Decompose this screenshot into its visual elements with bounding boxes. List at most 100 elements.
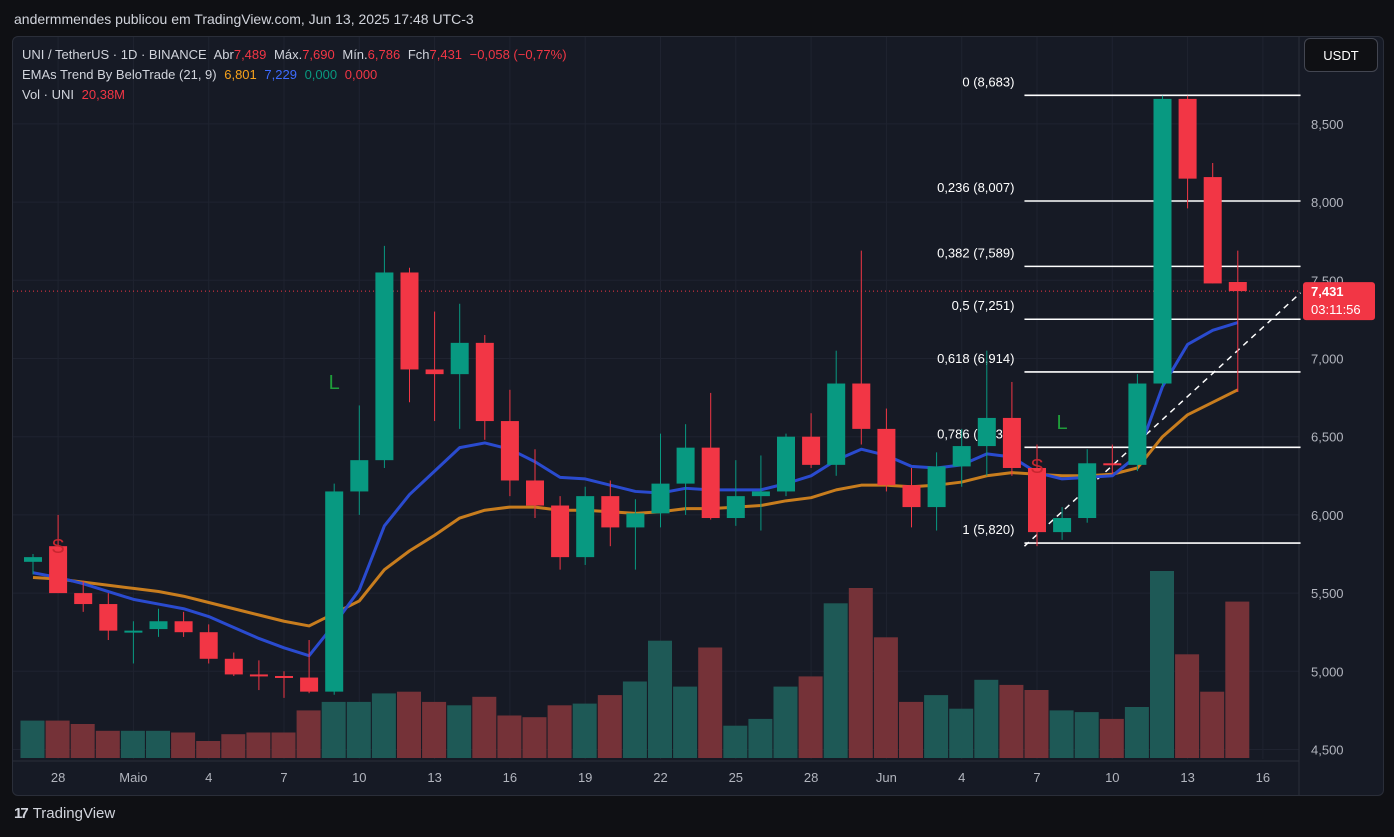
candle-body xyxy=(576,496,595,558)
volume-bar xyxy=(422,701,447,758)
legend-ema-row: EMAs Trend By BeloTrade (21, 9) 6,801 7,… xyxy=(22,65,571,85)
chart-legend: UNI / TetherUS · 1D · BINANCE Abr7,489 M… xyxy=(22,45,571,105)
candle-body xyxy=(1028,467,1046,533)
x-tick-label: 4 xyxy=(958,770,965,785)
legend-ema-fast: 7,229 xyxy=(264,67,297,82)
volume-bar xyxy=(397,691,421,758)
volume-bar xyxy=(271,732,296,758)
volume-bar xyxy=(1175,654,1200,758)
legend-open-label: Abr xyxy=(213,47,234,62)
volume-bar xyxy=(70,724,95,758)
last-price-tag xyxy=(1303,282,1375,321)
y-tick-label: 8,000 xyxy=(1311,195,1344,210)
fib-level-label: 0,236 (8,007) xyxy=(937,180,1014,195)
fib-level-label: 0,786 (6,432) xyxy=(937,426,1014,441)
candle-body xyxy=(400,272,419,370)
candle-body xyxy=(350,460,369,492)
volume-bar xyxy=(1024,690,1049,758)
volume-bar xyxy=(723,725,748,758)
candle-body xyxy=(275,675,293,678)
x-tick-label: 28 xyxy=(51,770,65,785)
candle-body xyxy=(300,677,319,692)
x-tick-label: 13 xyxy=(1180,770,1194,785)
candle-body xyxy=(827,383,846,465)
x-tick-label: 16 xyxy=(1256,770,1270,785)
volume-bar xyxy=(447,705,472,758)
volume-bar xyxy=(95,730,120,758)
volume-bar xyxy=(371,693,396,758)
volume-bar xyxy=(321,701,346,758)
x-tick-label: 16 xyxy=(503,770,517,785)
signal-label: S xyxy=(1030,456,1043,478)
volume-bar xyxy=(999,684,1024,758)
candle-body xyxy=(199,632,218,659)
candle-body xyxy=(475,342,494,422)
candle-body xyxy=(224,658,243,675)
fib-level-label: 0,5 (7,251) xyxy=(952,298,1015,313)
x-tick-label: Maio xyxy=(119,770,147,785)
volume-bar xyxy=(1074,712,1099,758)
volume-bar xyxy=(899,701,923,758)
legend-low-label: Mín. xyxy=(342,47,368,62)
x-tick-label: Jun xyxy=(876,770,897,785)
fib-level-label: 0 (8,683) xyxy=(962,74,1014,89)
volume-bar xyxy=(1124,707,1149,758)
tradingview-brand[interactable]: 17 TradingView xyxy=(14,805,115,822)
volume-bar xyxy=(1200,691,1225,758)
candle-body xyxy=(977,417,996,447)
legend-ema-v4: 0,000 xyxy=(344,67,378,82)
chart-panel[interactable]: 0 (8,683) 0,236 (8,007) 0,382 (7,589) 0,5 (… xyxy=(12,36,1384,796)
candle-body xyxy=(601,496,620,528)
candle-body xyxy=(49,546,68,594)
signal-label: S xyxy=(51,536,64,558)
legend-ema-name[interactable]: EMAs Trend By BeloTrade (21, 9) xyxy=(22,67,217,82)
candle-body xyxy=(676,447,695,484)
x-tick-label: 25 xyxy=(729,770,743,785)
volume-bar xyxy=(673,686,698,758)
candle-body xyxy=(877,428,896,486)
y-tick-label: 8,500 xyxy=(1311,117,1344,132)
x-tick-label: 10 xyxy=(352,770,366,785)
candle-body xyxy=(149,621,168,630)
candle-body xyxy=(375,272,394,461)
fib-level-label: 1 (5,820) xyxy=(962,522,1014,537)
candle-body xyxy=(1103,463,1122,466)
volume-bar xyxy=(346,701,371,758)
candle-body xyxy=(1203,177,1222,284)
volume-bar xyxy=(698,647,723,758)
legend-volume-name[interactable]: Vol · UNI xyxy=(22,87,75,102)
candle-body xyxy=(1128,383,1147,465)
candlestick-chart[interactable]: 0 (8,683) 0,236 (8,007) 0,382 (7,589) 0,5 (… xyxy=(13,37,1383,795)
y-tick-label: 6,000 xyxy=(1311,508,1344,523)
volume-bar xyxy=(45,720,70,758)
candle-body xyxy=(99,604,118,631)
volume-bar xyxy=(648,640,672,758)
legend-volume-value: 20,38M xyxy=(81,87,126,102)
x-tick-label: 7 xyxy=(280,770,287,785)
currency-button[interactable]: USDT xyxy=(1304,38,1378,72)
signal-label: L xyxy=(1057,412,1068,434)
candle-body xyxy=(726,496,745,519)
volume-bar xyxy=(823,603,848,758)
volume-bar xyxy=(1225,601,1250,758)
volume-bar xyxy=(597,695,622,758)
volume-bar xyxy=(472,696,497,758)
candle-body xyxy=(1228,282,1247,292)
volume-bar xyxy=(146,730,170,758)
legend-volume-row: Vol · UNI 20,38M xyxy=(22,85,571,105)
volume-bar xyxy=(522,717,547,758)
legend-symbol[interactable]: UNI / TetherUS · 1D · BINANCE xyxy=(22,47,207,62)
volume-bar xyxy=(773,686,798,758)
x-tick-label: 28 xyxy=(804,770,818,785)
candle-body xyxy=(802,436,821,465)
candle-body xyxy=(1002,417,1021,468)
candle-body xyxy=(1078,463,1097,519)
volume-bar xyxy=(1049,710,1074,758)
candle-body xyxy=(651,483,670,514)
candle-body xyxy=(777,436,795,492)
volume-bar xyxy=(246,732,271,758)
last-price-value: 7,431 xyxy=(1311,284,1344,299)
volume-bar xyxy=(622,681,647,758)
candle-body xyxy=(500,421,519,481)
legend-high: 7,690 xyxy=(302,47,335,62)
